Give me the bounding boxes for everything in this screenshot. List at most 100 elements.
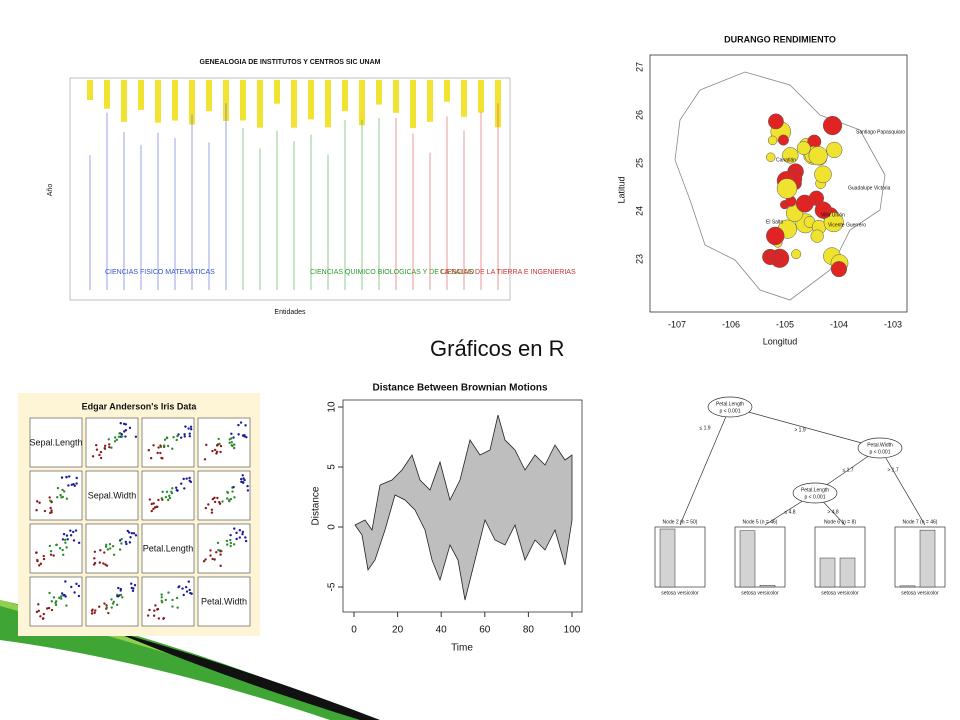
- dot: [160, 596, 163, 599]
- dot: [166, 444, 170, 448]
- dot: [176, 606, 179, 609]
- dot: [108, 443, 111, 446]
- dot: [211, 449, 214, 453]
- split-label: ≤ 1.7: [842, 467, 853, 473]
- point: [814, 165, 832, 184]
- place-label: Canatlán: [776, 157, 796, 163]
- dot: [219, 564, 222, 568]
- dot: [54, 603, 58, 607]
- dot: [64, 541, 67, 544]
- leaf-bar: [759, 585, 776, 588]
- dot: [229, 541, 233, 545]
- panel: [197, 417, 251, 468]
- dot: [42, 554, 45, 558]
- dot: [228, 441, 231, 444]
- dot: [150, 509, 153, 513]
- dot: [219, 450, 222, 454]
- dot: [216, 443, 220, 446]
- dot: [64, 595, 67, 598]
- dot: [155, 505, 158, 509]
- dot: [244, 539, 248, 543]
- point: [808, 146, 828, 166]
- dot: [63, 538, 67, 542]
- dot: [99, 549, 102, 552]
- dot: [119, 587, 122, 591]
- dot: [77, 584, 81, 588]
- split-label: ≤ 4.8: [784, 509, 795, 515]
- brownian-y-label: Distance: [311, 486, 322, 525]
- dot: [167, 591, 170, 594]
- dot: [65, 497, 69, 500]
- dot: [75, 476, 78, 480]
- node-label: Petal.Width: [867, 442, 893, 448]
- dot: [103, 444, 107, 448]
- dot: [127, 531, 131, 534]
- yellow-bar: [291, 80, 297, 128]
- dot: [157, 446, 160, 449]
- dot: [240, 480, 243, 484]
- variable-label: Petal.Length: [143, 543, 194, 553]
- dot: [185, 590, 189, 593]
- x-tick-label: 0: [351, 625, 357, 636]
- dot: [77, 594, 81, 598]
- dot: [36, 558, 39, 562]
- genealogy-frame: [69, 77, 511, 301]
- dot: [189, 425, 193, 429]
- leaf-axis: setosa versicolor: [901, 590, 939, 596]
- dot: [162, 444, 166, 447]
- dot: [183, 435, 186, 438]
- dot: [230, 441, 234, 444]
- dot: [110, 606, 113, 609]
- dot: [115, 603, 119, 606]
- dot: [105, 606, 109, 609]
- dot: [60, 476, 64, 479]
- point: [766, 152, 776, 162]
- dot: [152, 614, 156, 617]
- iris-title: Edgar Anderson's Iris Data: [82, 401, 198, 411]
- x-tick-label: -105: [776, 319, 794, 329]
- genealogy-group: CIENCIAS DE LA TIERRA E INGENIERIAS: [440, 269, 576, 276]
- dot: [185, 477, 188, 480]
- dot: [147, 448, 151, 452]
- dot: [229, 533, 232, 537]
- y-tick-label: 0: [327, 524, 338, 530]
- panel: [141, 576, 195, 627]
- dot: [92, 563, 96, 566]
- dot: [160, 497, 163, 500]
- yellow-bar: [427, 80, 433, 122]
- dot: [232, 446, 236, 450]
- dot: [105, 604, 108, 607]
- dot: [163, 438, 167, 441]
- durango-outline: [674, 71, 886, 301]
- panel: [197, 523, 251, 574]
- dot: [152, 502, 155, 505]
- variable-label: Petal.Width: [201, 596, 247, 606]
- yellow-bar: [308, 80, 314, 120]
- split-label: ≤ 1.9: [699, 425, 710, 431]
- durango-points: -107 -106 -105 -104 -103 27 26 25 24 23 Santiago P…: [634, 62, 905, 329]
- dot: [164, 495, 168, 499]
- dot: [39, 615, 42, 618]
- dot: [182, 477, 185, 481]
- yellow-bar: [240, 80, 246, 121]
- dot: [246, 484, 249, 488]
- dot: [148, 608, 151, 612]
- variable-label: Sepal.Width: [88, 490, 137, 500]
- dot: [180, 482, 183, 485]
- dot: [90, 612, 94, 615]
- dot: [166, 498, 170, 502]
- dot: [160, 599, 163, 603]
- panel: [85, 470, 139, 521]
- dot: [67, 484, 70, 487]
- dot: [35, 610, 39, 614]
- dot: [237, 423, 240, 427]
- yellow-bar: [393, 80, 399, 113]
- dot: [210, 511, 214, 514]
- dot: [124, 429, 128, 432]
- dot: [49, 553, 53, 556]
- variable-label: Sepal.Length: [29, 437, 82, 447]
- leaf-bar: [659, 528, 676, 588]
- iris-panels: Sepal.Length Sepal.Width Petal.Length Petal…: [29, 417, 251, 627]
- panel: [141, 470, 195, 521]
- dot: [243, 434, 246, 437]
